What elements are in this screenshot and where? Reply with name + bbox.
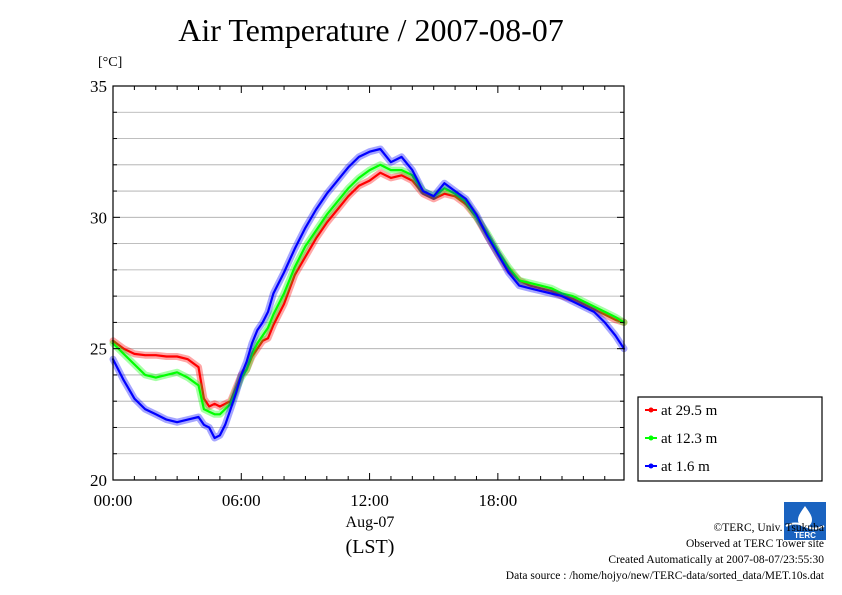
y-tick-label: 30 — [90, 208, 107, 227]
y-tick-label: 25 — [90, 340, 107, 359]
terc-logo-icon: TERC — [784, 502, 826, 540]
plot-frame — [112, 85, 625, 481]
x-tick-label: 06:00 — [222, 491, 261, 510]
legend-label: at 1.6 m — [661, 459, 710, 475]
y-tick-label: 20 — [90, 471, 107, 490]
legend-label: at 29.5 m — [661, 403, 718, 419]
legend-marker — [648, 407, 654, 413]
series-group — [109, 145, 628, 442]
legend: at 29.5 m at 12.3 m at 1.6 m — [637, 396, 823, 482]
y-unit-label: [°C] — [98, 55, 123, 70]
ticks: 20 25 30 35 00:00 06:00 12:00 18:00 — [90, 77, 624, 510]
credit-created: Created Automatically at 2007-08-07/23:5… — [608, 554, 824, 566]
credit-copyright: ©TERC, Univ. Tsukuba — [713, 522, 824, 534]
logo-text: TERC — [794, 531, 816, 540]
legend-marker — [648, 435, 654, 441]
legend-marker — [648, 463, 654, 469]
legend-label: at 12.3 m — [661, 431, 718, 447]
x-tick-label: 00:00 — [94, 491, 133, 510]
series-line-3 — [111, 147, 626, 440]
grid — [113, 111, 624, 455]
credit-site: Observed at TERC Tower site — [685, 538, 824, 550]
x-tick-label: 12:00 — [350, 491, 389, 510]
legend-box — [637, 396, 823, 482]
y-tick-label: 35 — [90, 77, 107, 96]
x-date-label: Aug-07 — [345, 514, 395, 531]
credits-block: ©TERC, Univ. Tsukuba Observed at TERC To… — [506, 520, 824, 584]
x-timezone-label: (LST) — [345, 536, 395, 558]
x-tick-label: 18:00 — [478, 491, 517, 510]
chart-title: Air Temperature / 2007-08-07 — [178, 12, 564, 48]
series-line-1 — [111, 171, 626, 408]
series-line-2 — [111, 163, 626, 416]
credit-source: Data source : /home/hojyo/new/TERC-data/… — [505, 570, 824, 582]
